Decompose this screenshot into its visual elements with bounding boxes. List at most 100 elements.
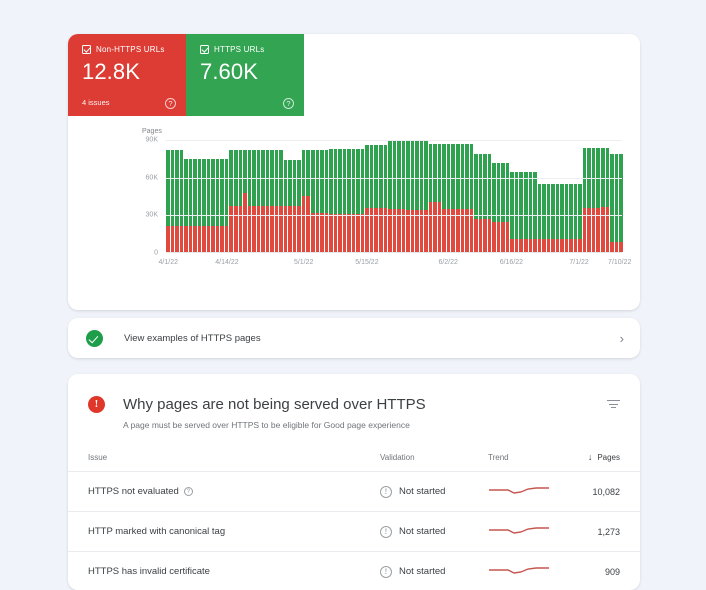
bar[interactable] — [383, 140, 388, 252]
column-header-pages[interactable]: ↓ Pages — [562, 452, 640, 472]
bar[interactable] — [569, 140, 573, 252]
bar[interactable] — [392, 140, 397, 252]
bar[interactable] — [283, 140, 288, 252]
bar[interactable] — [279, 140, 283, 252]
bar[interactable] — [224, 140, 229, 252]
bar[interactable] — [582, 140, 587, 252]
bar[interactable] — [288, 140, 292, 252]
bar[interactable] — [591, 140, 596, 252]
bar[interactable] — [551, 140, 555, 252]
bar[interactable] — [533, 140, 537, 252]
bar[interactable] — [256, 140, 261, 252]
bar[interactable] — [501, 140, 505, 252]
bar[interactable] — [460, 140, 465, 252]
metric-tile-non-https[interactable]: Non-HTTPS URLs 12.8K 4 issues ? — [68, 34, 186, 116]
bar[interactable] — [451, 140, 455, 252]
bar[interactable] — [220, 140, 224, 252]
table-row[interactable]: HTTPS has invalid certificate! Not starte… — [68, 551, 640, 590]
bar[interactable] — [215, 140, 220, 252]
bar[interactable] — [338, 140, 342, 252]
bar[interactable] — [193, 140, 197, 252]
table-row[interactable]: HTTPS not evaluated?! Not started 10,082 — [68, 471, 640, 512]
checkbox-checked-icon[interactable] — [82, 45, 91, 54]
bar[interactable] — [324, 140, 329, 252]
bar[interactable] — [261, 140, 265, 252]
cell-issue[interactable]: HTTPS has invalid certificate — [68, 551, 380, 590]
column-header-trend[interactable]: Trend — [488, 452, 562, 472]
bar[interactable] — [587, 140, 591, 252]
bar[interactable] — [601, 140, 605, 252]
bar[interactable] — [311, 140, 315, 252]
bar[interactable] — [465, 140, 469, 252]
help-icon[interactable]: ? — [283, 98, 294, 109]
bar[interactable] — [546, 140, 551, 252]
bar[interactable] — [456, 140, 460, 252]
bar[interactable] — [166, 140, 170, 252]
bar[interactable] — [428, 140, 433, 252]
bar[interactable] — [342, 140, 347, 252]
bar[interactable] — [397, 140, 401, 252]
bar[interactable] — [542, 140, 546, 252]
bar[interactable] — [202, 140, 206, 252]
sort-descending-icon[interactable]: ↓ — [587, 452, 593, 462]
bar[interactable] — [369, 140, 374, 252]
bar[interactable] — [378, 140, 383, 252]
bar[interactable] — [537, 140, 542, 252]
bar[interactable] — [206, 140, 211, 252]
table-row[interactable]: HTTP marked with canonical tag! Not start… — [68, 511, 640, 552]
bar[interactable] — [274, 140, 279, 252]
bar[interactable] — [243, 140, 247, 252]
bar[interactable] — [233, 140, 238, 252]
help-icon[interactable]: ? — [183, 487, 193, 496]
checkbox-checked-icon[interactable] — [200, 45, 209, 54]
bar[interactable] — [555, 140, 560, 252]
bar[interactable] — [297, 140, 301, 252]
bar[interactable] — [605, 140, 610, 252]
column-header-validation[interactable]: Validation — [380, 452, 488, 472]
bar[interactable] — [365, 140, 369, 252]
bar[interactable] — [474, 140, 478, 252]
bar[interactable] — [610, 140, 614, 252]
bar[interactable] — [514, 140, 519, 252]
bar[interactable] — [356, 140, 360, 252]
bar[interactable] — [510, 140, 514, 252]
bar[interactable] — [619, 140, 623, 252]
bar[interactable] — [437, 140, 442, 252]
help-icon[interactable]: ? — [165, 98, 176, 109]
bar[interactable] — [564, 140, 569, 252]
bar[interactable] — [175, 140, 179, 252]
bar-plot[interactable] — [166, 140, 623, 253]
bar[interactable] — [419, 140, 424, 252]
bar[interactable] — [528, 140, 533, 252]
bar[interactable] — [292, 140, 297, 252]
view-examples-card[interactable]: View examples of HTTPS pages › — [68, 318, 640, 358]
bar[interactable] — [406, 140, 410, 252]
bar[interactable] — [170, 140, 175, 252]
bar[interactable] — [265, 140, 270, 252]
bar[interactable] — [415, 140, 419, 252]
bar[interactable] — [505, 140, 510, 252]
bar[interactable] — [211, 140, 215, 252]
filter-icon[interactable] — [607, 400, 620, 411]
bar[interactable] — [252, 140, 256, 252]
bar[interactable] — [614, 140, 619, 252]
bar[interactable] — [306, 140, 310, 252]
bar[interactable] — [519, 140, 523, 252]
bar[interactable] — [351, 140, 356, 252]
bar[interactable] — [442, 140, 446, 252]
bar[interactable] — [229, 140, 233, 252]
bar[interactable] — [487, 140, 492, 252]
bar[interactable] — [560, 140, 564, 252]
bar[interactable] — [578, 140, 582, 252]
bar[interactable] — [184, 140, 188, 252]
bar[interactable] — [433, 140, 437, 252]
bar[interactable] — [238, 140, 243, 252]
bar[interactable] — [320, 140, 324, 252]
bar[interactable] — [469, 140, 474, 252]
bar[interactable] — [247, 140, 252, 252]
bar[interactable] — [478, 140, 483, 252]
bar[interactable] — [410, 140, 415, 252]
cell-issue[interactable]: HTTP marked with canonical tag — [68, 511, 380, 552]
bar[interactable] — [301, 140, 306, 252]
bar[interactable] — [496, 140, 501, 252]
